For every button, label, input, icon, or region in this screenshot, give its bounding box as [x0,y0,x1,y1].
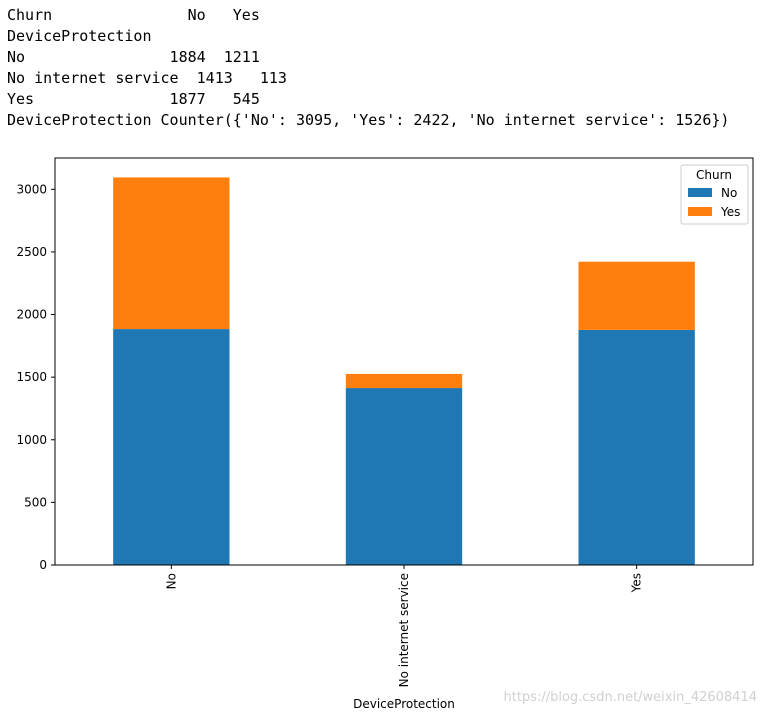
plot-frame [54,157,754,566]
legend-swatch-yes [688,207,712,216]
legend-swatch-no [688,188,712,197]
output-line: No 1884 1211 [7,48,260,66]
watermark-text: https://blog.csdn.net/weixin_42608414 [503,690,757,705]
legend-title: Churn [696,168,732,182]
legend: Churn No Yes [680,164,749,225]
bar-no-internet-service-churn-no [345,388,463,565]
y-tick-label: 500 [24,495,47,509]
bar-yes-churn-no [578,329,695,565]
y-tick-label: 3000 [16,182,47,196]
output-line: DeviceProtection Counter({'No': 3095, 'Y… [7,111,730,129]
output-line: Churn No Yes [7,6,260,24]
chart-bars [113,177,695,565]
y-tick-label: 1500 [16,370,47,384]
legend-label-no: No [721,186,737,200]
output-line: DeviceProtection [7,27,152,45]
cell-output-text: Churn No Yes DeviceProtection No 1884 1211… [7,5,729,131]
legend-label-yes: Yes [720,205,740,219]
x-tick-label: No internet service [397,573,411,687]
y-axis: 0 500 1000 1500 2000 2500 3000 [16,182,55,572]
y-tick-label: 2000 [16,308,47,322]
x-axis: No No internet service Yes [164,565,644,687]
y-tick-label: 0 [39,558,47,572]
bar-yes-churn-yes [578,261,695,330]
y-tick-label: 2500 [16,245,47,259]
bar-no-churn-yes [113,177,230,330]
x-axis-title: DeviceProtection [353,697,455,711]
bar-no-internet-service-churn-yes [345,373,463,389]
x-tick-label: Yes [630,573,644,593]
output-line: No internet service 1413 113 [7,69,287,87]
x-tick-label: No [164,573,178,589]
stacked-bar-chart: 0 500 1000 1500 2000 2500 3000 No No internet s… [16,157,754,711]
y-tick-label: 1000 [16,433,47,447]
output-line: Yes 1877 545 [7,90,260,108]
bar-no-churn-no [113,329,230,565]
